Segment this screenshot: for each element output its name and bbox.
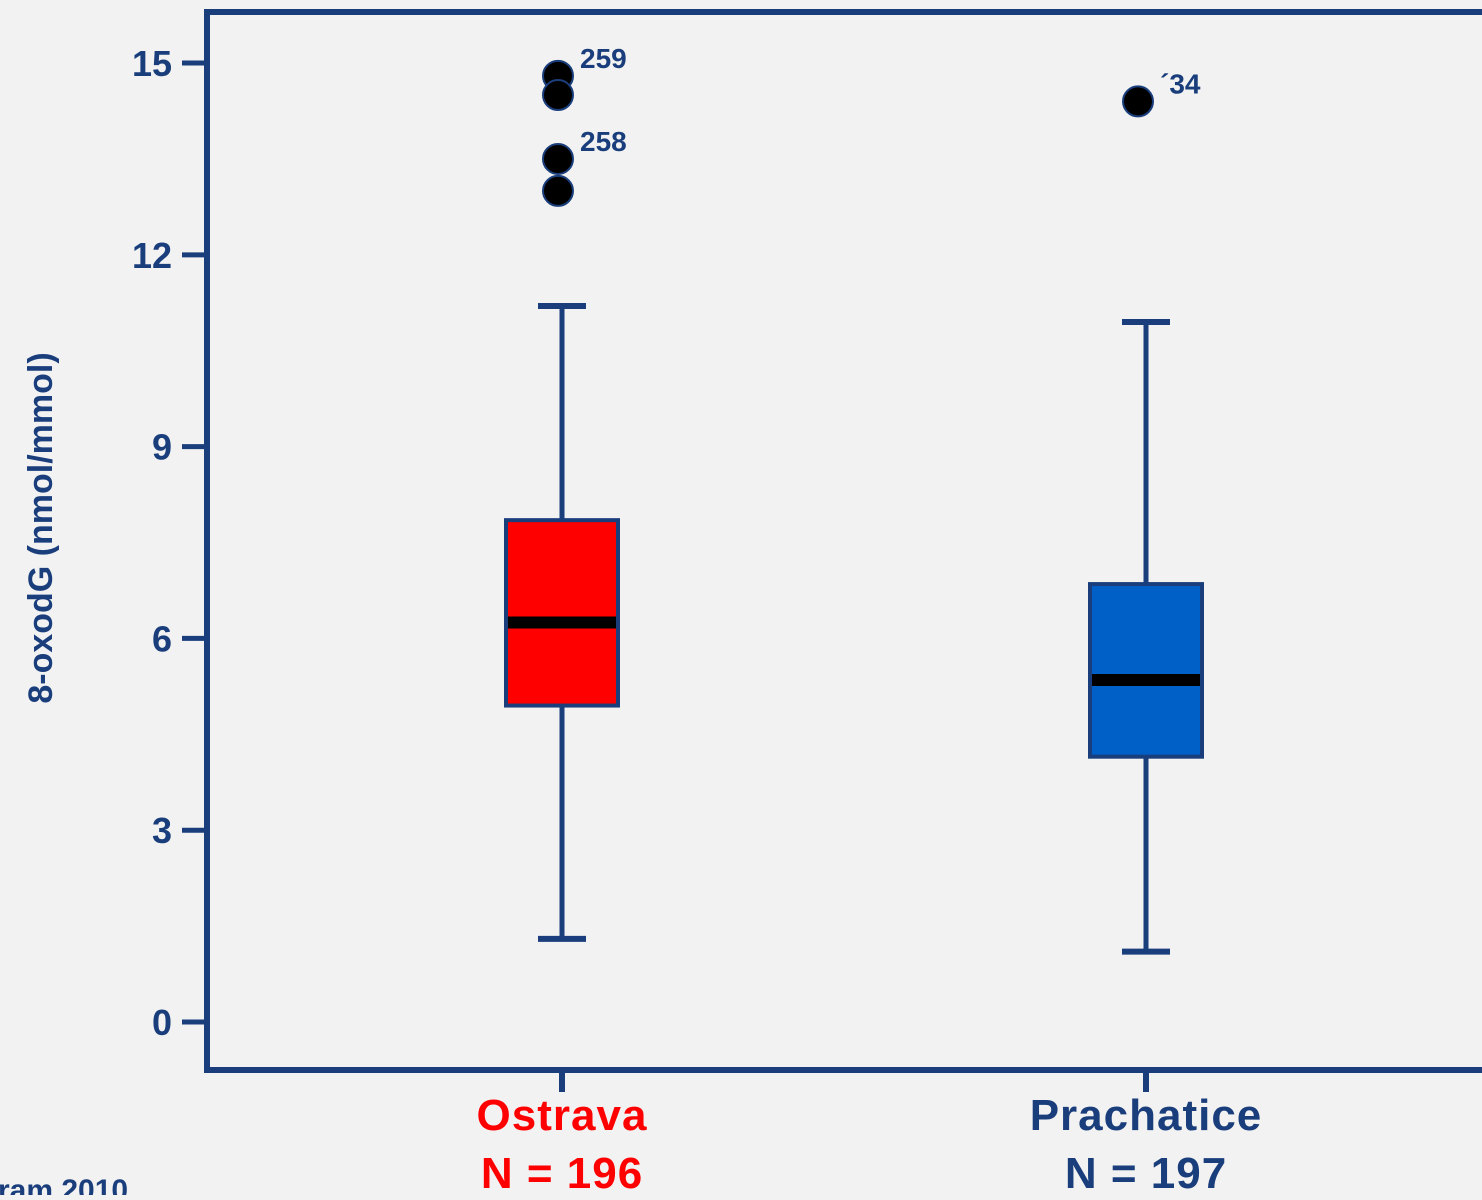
box-group-prachatice: ´34 Prachatice N = 197 [1030,68,1263,1198]
outlier-label: 259 [580,43,627,74]
outlier-label: ´34 [1160,68,1201,99]
x-count-label: N = 197 [1065,1149,1227,1195]
y-tick-label: 0 [152,1002,172,1043]
y-tick-label: 12 [132,235,172,276]
x-category-label: Ostrava [477,1091,648,1140]
outlier-label: 258 [580,126,627,157]
y-tick-label: 9 [152,427,172,468]
outlier-point [542,142,574,175]
x-category-label: Prachatice [1030,1091,1263,1140]
y-tick-label: 6 [152,618,172,659]
outlier-point [542,174,574,207]
footnote-text: ram 2010 [0,1174,128,1195]
iqr-box [1088,582,1204,759]
outlier-point [1122,85,1154,118]
y-tick-label: 15 [132,43,172,84]
plot-frame [204,9,1482,1073]
iqr-box [504,518,620,708]
box-group-ostrava: 259 258 Ostrava N = 196 [477,43,648,1198]
x-count-label: N = 196 [481,1149,643,1195]
outlier-point [542,79,574,112]
y-tick-label: 3 [152,810,172,851]
y-axis-label: 8-oxodG (nmol/mmol) [22,352,60,703]
